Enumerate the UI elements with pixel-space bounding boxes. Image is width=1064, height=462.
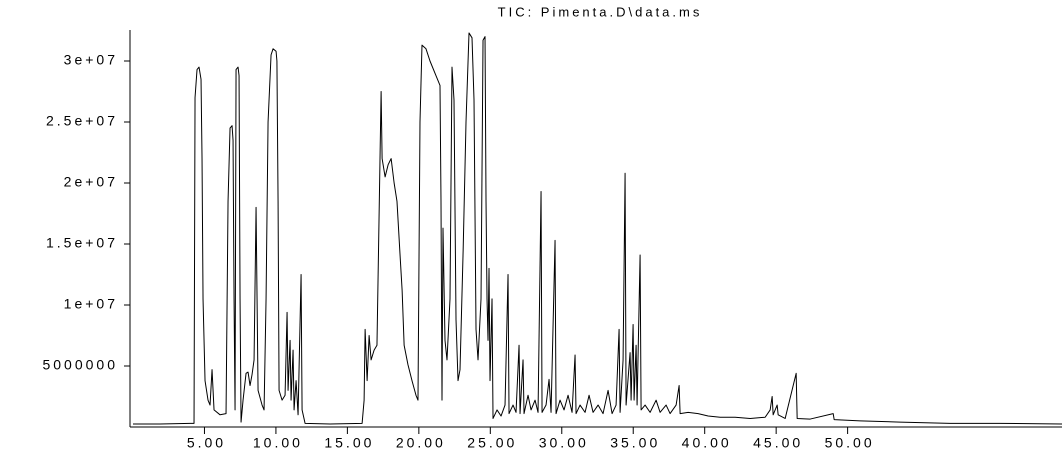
y-tick-label: 2e+07: [64, 174, 118, 190]
x-tick-label: 35.00: [610, 435, 660, 451]
x-tick-label: 40.00: [682, 435, 732, 451]
y-tick-label: 1.5e+07: [46, 235, 118, 251]
x-tick-label: 45.00: [753, 435, 803, 451]
x-tick-label: 15.00: [324, 435, 374, 451]
y-tick-label: 3e+07: [64, 52, 118, 68]
x-tick-label: 30.00: [539, 435, 589, 451]
chart-title: TIC: Pimenta.D\data.ms: [498, 4, 703, 19]
y-tick-label: 2.5e+07: [46, 113, 118, 129]
x-tick-label: 20.00: [396, 435, 446, 451]
trace-line: [133, 32, 1063, 425]
x-tick-label: 50.00: [825, 435, 875, 451]
y-tick-label: 1e+07: [64, 296, 118, 312]
y-tick-label: 5000000: [42, 357, 118, 373]
x-tick-label: 25.00: [467, 435, 517, 451]
x-tick-label: 5.00: [187, 435, 226, 451]
x-tick-label: 10.00: [253, 435, 303, 451]
